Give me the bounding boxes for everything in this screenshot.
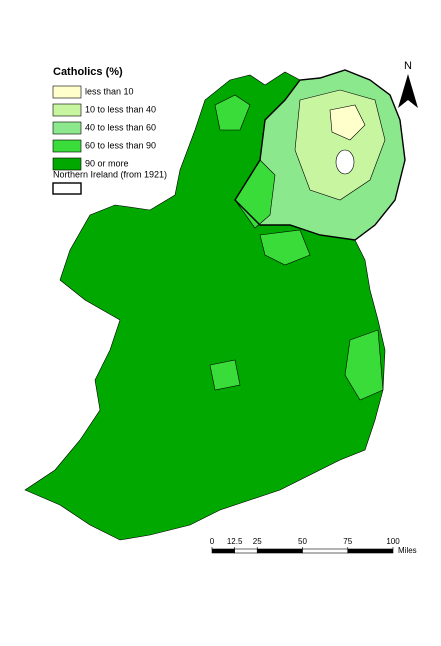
land bbox=[24, 69, 406, 541]
scale-unit: Miles bbox=[398, 546, 417, 555]
legend-label: less than 10 bbox=[85, 86, 134, 96]
legend-swatch bbox=[52, 157, 82, 171]
northern-region bbox=[294, 89, 386, 201]
legend-swatch bbox=[52, 103, 82, 117]
legend-label: 40 to less than 60 bbox=[85, 122, 156, 132]
scale-tick-label: 25 bbox=[253, 537, 262, 546]
scale-tick-label: 0 bbox=[210, 537, 215, 546]
legend-swatch bbox=[52, 85, 82, 99]
region bbox=[214, 94, 251, 131]
region bbox=[344, 329, 384, 401]
scale-tick-label: 12.5 bbox=[227, 537, 243, 546]
scale-segment bbox=[234, 548, 258, 554]
boundary-swatch bbox=[52, 182, 82, 195]
legend-swatch bbox=[52, 139, 82, 153]
scale-tick-label: 100 bbox=[386, 537, 400, 546]
scale-tick-label: 75 bbox=[343, 537, 352, 546]
scale-segment bbox=[302, 548, 349, 554]
scale-segment bbox=[347, 548, 394, 554]
lough-neagh bbox=[335, 149, 355, 175]
northern-region bbox=[329, 104, 366, 141]
north-arrow bbox=[398, 74, 418, 108]
legend-title: Catholics (%) bbox=[53, 66, 123, 78]
legend-swatch bbox=[52, 121, 82, 135]
scale-tick-label: 50 bbox=[298, 537, 307, 546]
scale-segment bbox=[211, 548, 235, 554]
region bbox=[209, 359, 241, 391]
region bbox=[259, 229, 311, 266]
legend: less than 10 10 to less than 40 40 to less… bbox=[52, 85, 156, 171]
scale-segment bbox=[256, 548, 303, 554]
north-label: N bbox=[404, 60, 412, 72]
boundary-label: Northern Ireland (from 1921) bbox=[53, 169, 167, 179]
northern-ireland-boundary bbox=[234, 69, 406, 241]
legend-label: 10 to less than 40 bbox=[85, 104, 156, 114]
legend-label: 60 to less than 90 bbox=[85, 140, 156, 150]
legend-label: 90 or more bbox=[85, 158, 129, 168]
